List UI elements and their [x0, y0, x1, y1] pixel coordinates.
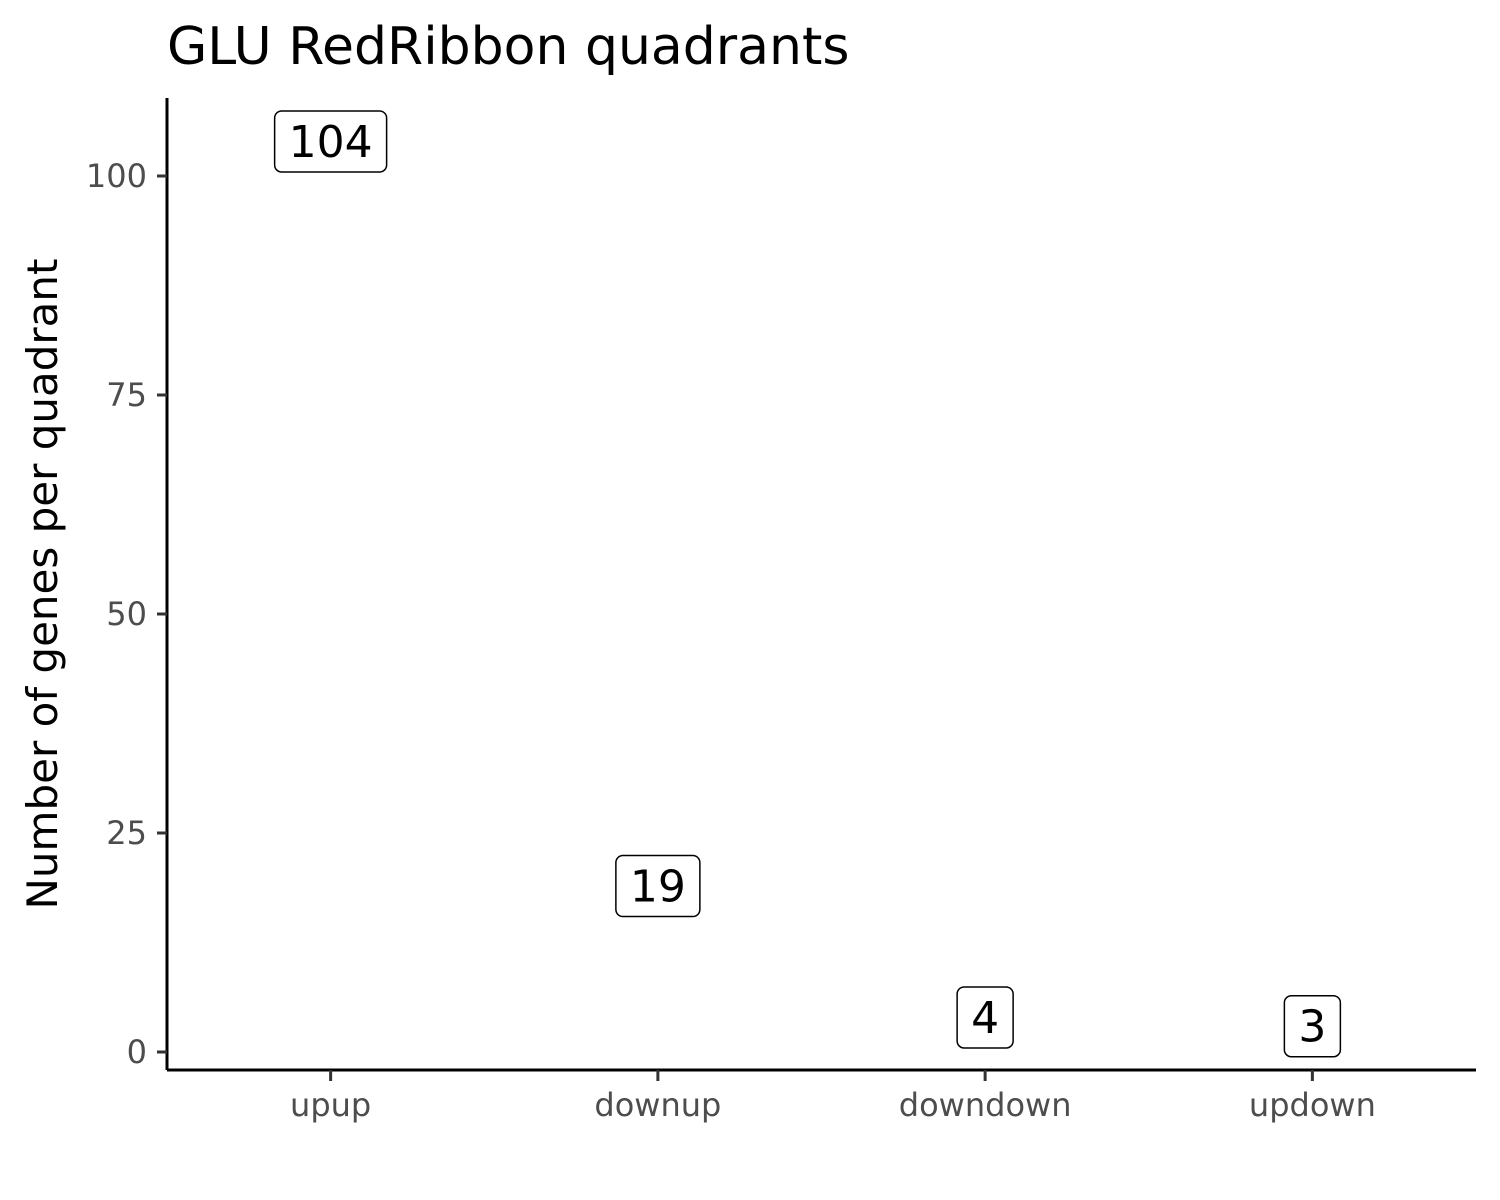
x-tick-label: downup: [594, 1086, 721, 1124]
x-tick-label: downdown: [899, 1086, 1072, 1124]
data-point-label: 19: [615, 854, 701, 918]
data-label-box: [273, 110, 388, 173]
x-tick-label: updown: [1249, 1086, 1376, 1124]
data-labels: 104 19 4 3: [273, 110, 1342, 1058]
x-tick-label: upup: [290, 1086, 371, 1124]
y-axis-label: Number of genes per quadrant: [18, 259, 67, 910]
data-label-box: [1283, 994, 1342, 1058]
y-tick-label: 100: [86, 157, 147, 195]
data-label-text: 3: [1298, 1002, 1326, 1053]
y-tick-label: 25: [106, 814, 147, 852]
y-tick-label: 0: [127, 1033, 147, 1071]
x-ticks: upup downup downdown updown: [290, 1070, 1376, 1124]
data-label-text: 19: [630, 862, 686, 913]
y-ticks: 0 25 50 75 100: [86, 157, 167, 1071]
data-point-label: 3: [1283, 994, 1342, 1058]
data-point-label: 4: [956, 986, 1014, 1049]
y-tick-label: 50: [106, 595, 147, 633]
data-label-text: 104: [289, 117, 373, 168]
chart-title: GLU RedRibbon quadrants: [167, 17, 849, 77]
data-point-label: 104: [273, 110, 388, 173]
data-label-box: [956, 986, 1014, 1049]
data-label-box: [615, 854, 701, 918]
y-tick-label: 75: [106, 376, 147, 414]
data-label-text: 4: [971, 993, 999, 1044]
